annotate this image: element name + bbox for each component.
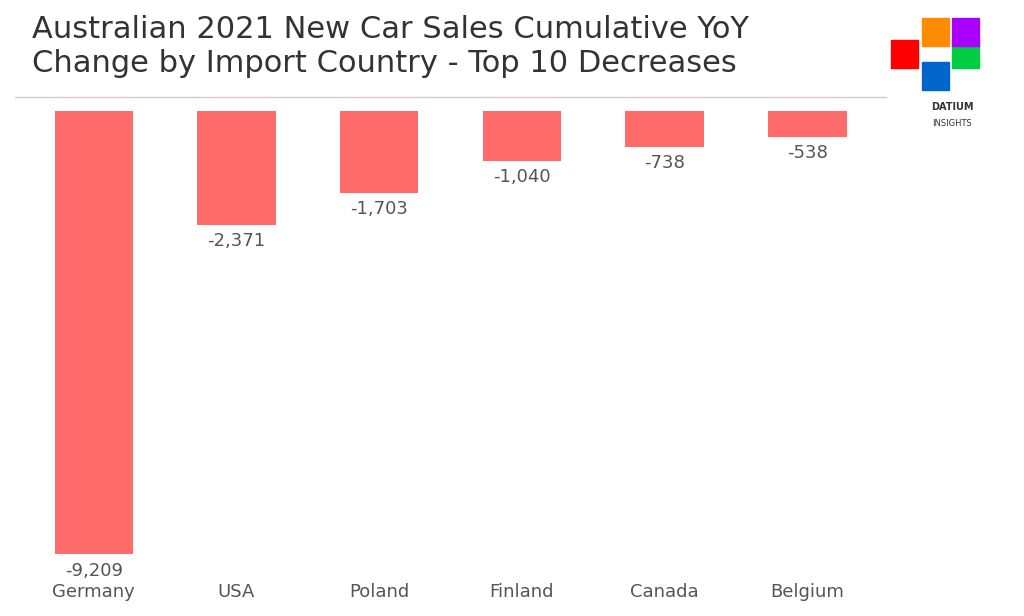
Bar xyxy=(922,18,948,46)
Text: -738: -738 xyxy=(644,154,685,172)
Bar xyxy=(891,40,918,68)
Bar xyxy=(340,111,419,193)
Text: DATIUM: DATIUM xyxy=(931,102,974,111)
Bar xyxy=(482,111,561,161)
Bar xyxy=(922,62,948,90)
Bar xyxy=(768,111,847,137)
Text: INSIGHTS: INSIGHTS xyxy=(933,119,972,128)
Text: Australian 2021 New Car Sales Cumulative YoY
Change by Import Country - Top 10 D: Australian 2021 New Car Sales Cumulative… xyxy=(33,15,750,78)
Text: -1,040: -1,040 xyxy=(494,168,551,187)
Text: -1,703: -1,703 xyxy=(350,200,409,218)
Bar xyxy=(952,40,979,68)
Bar xyxy=(952,18,979,46)
Text: -2,371: -2,371 xyxy=(208,232,265,251)
Bar xyxy=(198,111,275,225)
Text: -538: -538 xyxy=(786,144,827,162)
Bar xyxy=(626,111,703,147)
Bar xyxy=(54,111,133,554)
Text: -9,209: -9,209 xyxy=(65,562,123,580)
